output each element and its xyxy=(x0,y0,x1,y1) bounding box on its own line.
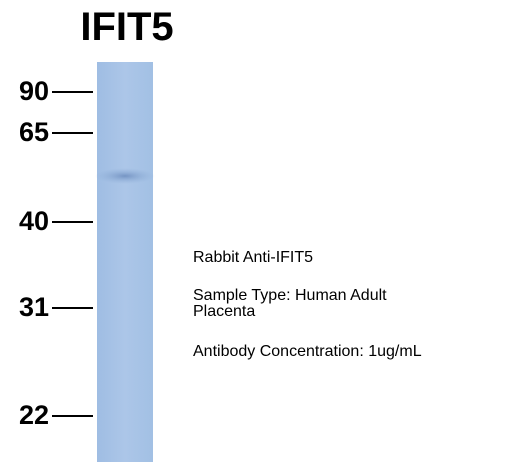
marker-label: 22 xyxy=(19,400,49,430)
marker-label: 90 xyxy=(19,76,49,106)
annotation-text: Rabbit Anti-IFIT5 xyxy=(193,249,313,266)
annotations: Rabbit Anti-IFIT5 Sample Type: Human Adul… xyxy=(193,249,422,360)
protein-band xyxy=(95,168,155,184)
annotation-text: Antibody Concentration: 1ug/mL xyxy=(193,343,422,360)
marker-label: 65 xyxy=(19,117,49,147)
page: IFIT5 90 65 40 31 22 Rabbit Anti-IFIT5 Sample… xyxy=(0,0,514,462)
annotation-text: Placenta xyxy=(193,303,255,320)
annotation-text: Sample Type: Human Adult xyxy=(193,287,387,304)
blot-figure: IFIT5 90 65 40 31 22 Rabbit Anti-IFIT5 Sample… xyxy=(0,0,514,462)
blot-title: IFIT5 xyxy=(80,5,173,49)
gel-lane xyxy=(97,62,153,462)
marker-ladder: 90 65 40 31 22 xyxy=(19,76,93,430)
marker-label: 40 xyxy=(19,206,49,236)
marker-label: 31 xyxy=(19,292,49,322)
